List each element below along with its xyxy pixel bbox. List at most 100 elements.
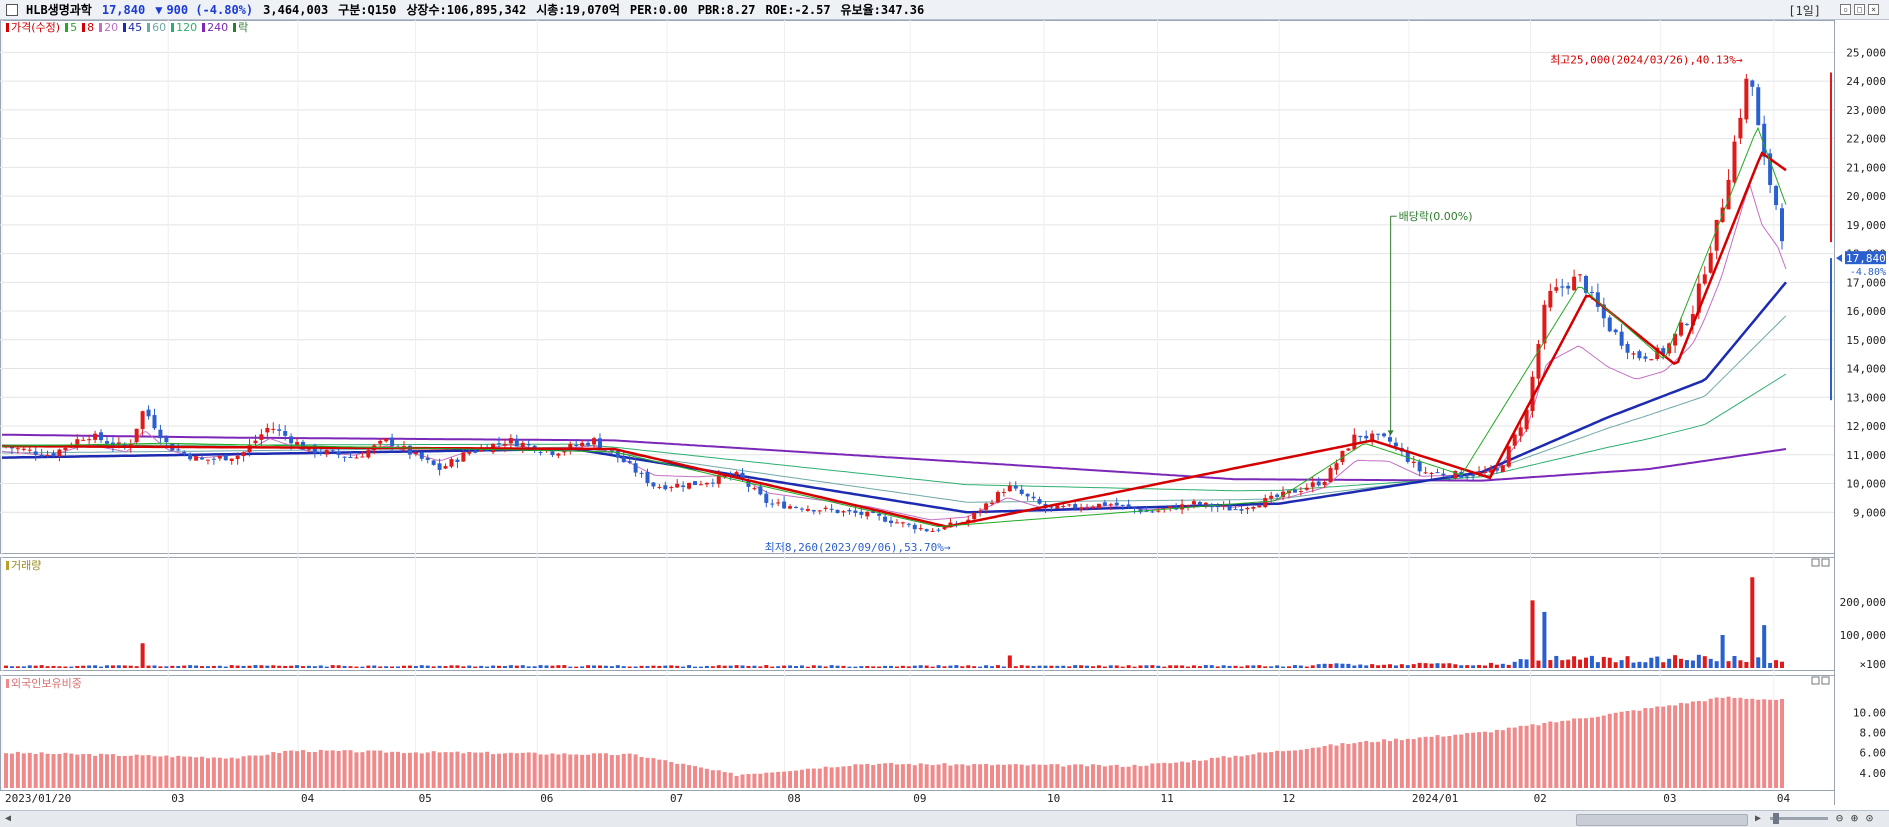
volume-bar — [817, 665, 822, 668]
candle-body — [675, 483, 680, 488]
foreign-bar — [1655, 706, 1660, 788]
candle-body — [752, 488, 757, 490]
foreign-bar — [63, 752, 68, 788]
volume-bar — [883, 665, 888, 668]
candle-body — [1447, 475, 1452, 478]
foreign-bar — [817, 768, 822, 788]
candle-body — [241, 452, 246, 457]
foreign-bar — [1227, 757, 1232, 788]
volume-bar — [1399, 664, 1404, 668]
volume-bar — [1607, 657, 1612, 668]
scroll-left-icon[interactable]: ◀ — [4, 813, 12, 824]
legend-label: 240 — [207, 20, 229, 34]
foreign-bar — [217, 757, 222, 788]
volume-tick-label: 200,000 — [1840, 596, 1886, 609]
volume-bar — [1500, 663, 1505, 668]
volume-bar — [1114, 665, 1119, 668]
volume-bar — [128, 665, 133, 668]
scroll-right-icon[interactable]: ▶ — [1754, 813, 1762, 824]
foreign-bar — [1774, 699, 1779, 788]
candle-body — [776, 502, 781, 504]
candle-body — [651, 482, 656, 487]
legend-item: 60 — [147, 21, 166, 34]
volume-bar — [330, 665, 335, 668]
foreign-bar — [360, 752, 365, 788]
volume-bar — [134, 666, 139, 668]
volume-bar — [9, 666, 14, 668]
close-icon[interactable]: × — [1868, 4, 1879, 15]
foreign-bar — [621, 753, 626, 788]
zoom-knob[interactable] — [1773, 813, 1779, 824]
volume-bar — [194, 665, 199, 668]
volume-bar — [259, 665, 264, 668]
price-legend: 가격(수정) 5 8 20 45 60 120 240 락 — [6, 20, 253, 34]
candle-body — [1114, 502, 1119, 506]
volume-bar — [1102, 666, 1107, 668]
foreign-bar — [259, 755, 264, 788]
volume-bar — [847, 666, 852, 668]
foreign-bar — [1684, 703, 1689, 788]
zoom-reset-icon[interactable]: ⊙ — [1865, 811, 1874, 825]
foreign-bar — [1708, 698, 1713, 788]
volume-bar — [1613, 662, 1618, 668]
foreign-bar — [758, 773, 763, 788]
zoom-in-icon[interactable]: ⊕ — [1850, 811, 1859, 825]
candle-body — [1358, 435, 1363, 438]
candle-body — [1364, 435, 1369, 439]
pbr-value: PBR:8.27 — [697, 2, 756, 17]
foreign-bar — [289, 750, 294, 788]
candle-body — [1328, 468, 1333, 483]
candle-body — [1459, 472, 1464, 478]
current-change-label: -4.80% — [1850, 267, 1886, 278]
candle-body — [645, 472, 650, 483]
volume-bar — [538, 665, 543, 668]
candle-body — [1578, 274, 1583, 276]
foreign-bar — [948, 765, 953, 788]
foreign-bar — [33, 753, 38, 788]
interval-button[interactable]: [1일] — [1788, 4, 1821, 18]
foreign-bar — [51, 754, 56, 788]
volume-bar — [788, 665, 793, 668]
volume-bar — [1714, 661, 1719, 668]
price-tick-label: 22,000 — [1846, 133, 1886, 146]
foreign-bar — [1780, 698, 1784, 788]
price-tick-label: 20,000 — [1846, 190, 1886, 203]
minimize-icon[interactable]: ▫ — [1840, 4, 1851, 15]
volume-bar — [1702, 656, 1707, 668]
price-tick-label: 12,000 — [1846, 420, 1886, 433]
volume-bar — [877, 666, 882, 668]
chart-scrollbar[interactable]: ◀ ▶ ⊖ ⊕ ⊙ — [0, 810, 1889, 827]
candle-body — [1613, 329, 1618, 333]
scroll-thumb[interactable] — [1576, 814, 1748, 826]
candle-body — [271, 428, 276, 430]
volume-bar — [122, 665, 127, 668]
zoom-slider[interactable] — [1770, 817, 1828, 820]
volume-bar — [336, 665, 341, 668]
candle-body — [746, 480, 751, 487]
volume-bar — [1667, 658, 1672, 668]
candle-body — [229, 458, 234, 462]
candle-body — [33, 451, 38, 455]
foreign-bar — [1696, 701, 1701, 788]
foreign-bar — [829, 767, 834, 788]
candle-body — [360, 456, 365, 458]
candle-body — [1696, 283, 1701, 313]
volume-bar — [1583, 657, 1588, 668]
per-value: PER:0.00 — [629, 2, 688, 17]
volume-bar — [758, 666, 763, 668]
foreign-bar — [1483, 731, 1488, 788]
candle-body — [1548, 290, 1553, 308]
foreign-bar — [710, 770, 715, 788]
current-price-tag — [1845, 251, 1886, 265]
volume-bar — [158, 666, 163, 668]
foreign-bar — [853, 764, 858, 788]
panel-close-icon — [1821, 558, 1830, 567]
window-checkbox[interactable] — [6, 3, 18, 16]
volume-bar — [146, 665, 151, 668]
candle-body — [1738, 117, 1743, 139]
zoom-out-icon[interactable]: ⊖ — [1835, 811, 1844, 825]
foreign-bar — [1108, 765, 1113, 788]
maximize-icon[interactable]: □ — [1854, 4, 1865, 15]
foreign-bar — [1102, 766, 1107, 788]
